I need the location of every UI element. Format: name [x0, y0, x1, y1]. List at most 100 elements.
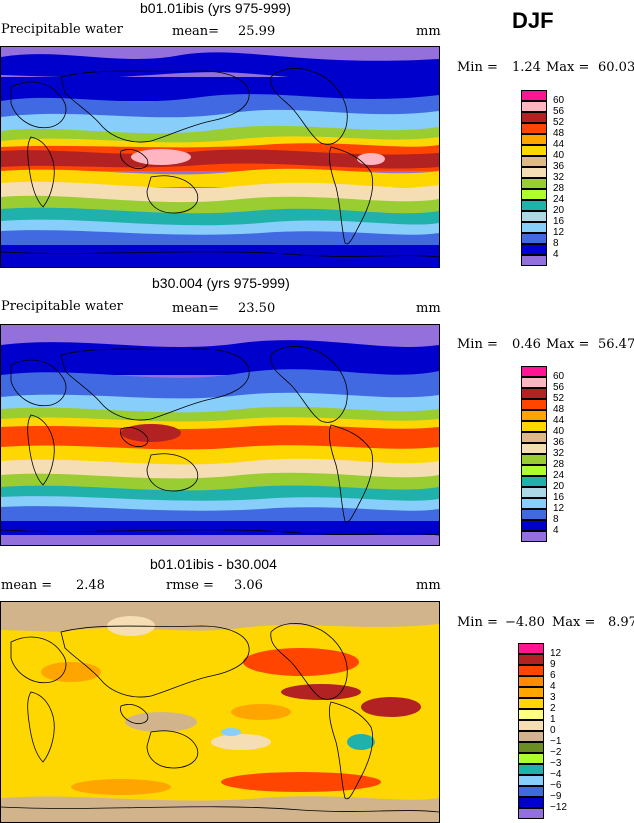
colorbar-swatch [521, 443, 547, 454]
panel-3-mean-label: mean = [1, 578, 53, 593]
colorbar-swatch [518, 764, 544, 775]
colorbar-swatch [518, 709, 544, 720]
colorbar-level-label: 16 [553, 216, 565, 227]
panel-2-variable-label: Precipitable water [1, 299, 123, 314]
colorbar-swatch [518, 698, 544, 709]
colorbar-swatch [521, 255, 547, 266]
colorbar-level-label: 3 [550, 692, 556, 703]
panel-2-mean-value: 23.50 [238, 301, 276, 316]
panel-2-title: b30.004 (yrs 975-999) [152, 275, 290, 291]
colorbar-swatch [521, 487, 547, 498]
panel-1-min-value: 1.24 [512, 60, 541, 75]
colorbar-level-label: 36 [553, 161, 565, 172]
panel-3-map-svg [1, 602, 439, 822]
colorbar-swatch [521, 366, 547, 377]
colorbar-level-label: 44 [553, 139, 565, 150]
colorbar-swatch [521, 421, 547, 432]
colorbar-swatch [521, 145, 547, 156]
colorbar-swatch [518, 665, 544, 676]
panel-3-title: b01.01ibis - b30.004 [150, 556, 277, 572]
panel-1-mean-value: 25.99 [238, 24, 276, 39]
colorbar-level-label: 36 [553, 437, 565, 448]
colorbar-level-label: 20 [553, 481, 565, 492]
panel-2-min-label: Min = [457, 337, 498, 352]
colorbar-swatch [521, 200, 547, 211]
colorbar-level-label: 24 [553, 194, 565, 205]
colorbar-level-label: 2 [550, 703, 556, 714]
colorbar-level-label: 40 [553, 426, 565, 437]
colorbar-level-label: −2 [550, 747, 562, 758]
panel-3-rmse-value: 3.06 [234, 578, 263, 593]
panel-2-max-label: Max = [546, 337, 590, 352]
colorbar-swatch [518, 808, 544, 819]
colorbar-swatch [521, 211, 547, 222]
colorbar-swatch [518, 786, 544, 797]
colorbar-swatch [518, 731, 544, 742]
colorbar-swatch [521, 233, 547, 244]
colorbar-swatch [521, 244, 547, 255]
colorbar-swatch [518, 643, 544, 654]
colorbar-level-label: 12 [550, 648, 562, 659]
colorbar-level-label: 48 [553, 128, 565, 139]
colorbar-level-label: 32 [553, 448, 565, 459]
panel-2-map-svg [1, 325, 439, 545]
colorbar-level-label: 12 [553, 227, 565, 238]
colorbar-level-label: 0 [550, 725, 556, 736]
colorbar-level-label: 4 [550, 681, 556, 692]
colorbar-swatch [518, 720, 544, 731]
colorbar-swatch [518, 797, 544, 808]
colorbar-swatch [521, 112, 547, 123]
colorbar-level-label: 60 [553, 95, 565, 106]
panel-3-mean-value: 2.48 [76, 578, 105, 593]
colorbar-swatch [518, 654, 544, 665]
colorbar-level-label: −9 [550, 791, 562, 802]
colorbar-level-label: 12 [553, 503, 565, 514]
panel-1-mean-label: mean= [172, 24, 220, 39]
colorbar-level-label: 28 [553, 459, 565, 470]
colorbar-level-label: −12 [550, 802, 567, 813]
panel-1-max-value: 60.03 [598, 60, 634, 75]
colorbar-swatch [518, 687, 544, 698]
colorbar-swatch [521, 531, 547, 542]
colorbar-swatch [521, 465, 547, 476]
colorbar-level-label: 20 [553, 205, 565, 216]
colorbar-level-label: 56 [553, 382, 565, 393]
panel-2-mean-label: mean= [172, 301, 220, 316]
panel-3-min-value: −4.80 [505, 615, 545, 630]
colorbar-swatch [521, 134, 547, 145]
colorbar-swatch [521, 498, 547, 509]
panel-1-units: mm [416, 24, 441, 39]
colorbar-swatch [521, 178, 547, 189]
colorbar-level-label: 1 [550, 714, 556, 725]
season-label: DJF [512, 8, 554, 33]
colorbar-swatch [518, 742, 544, 753]
colorbar-swatch [521, 189, 547, 200]
colorbar-level-label: 52 [553, 117, 565, 128]
colorbar-level-label: 44 [553, 415, 565, 426]
colorbar-level-label: 4 [553, 525, 559, 536]
colorbar-swatch [521, 123, 547, 134]
colorbar-level-label: −6 [550, 780, 562, 791]
panel-3-units: mm [416, 578, 441, 593]
panel-2-map [0, 324, 440, 546]
panel-1-title: b01.01ibis (yrs 975-999) [140, 0, 291, 16]
panel-1-map [0, 46, 440, 268]
colorbar-level-label: −4 [550, 769, 562, 780]
colorbar-level-label: 4 [553, 249, 559, 260]
colorbar-level-label: 52 [553, 393, 565, 404]
colorbar-level-label: 28 [553, 183, 565, 194]
panel-2-max-value: 56.47 [598, 337, 634, 352]
colorbar-level-label: 16 [553, 492, 565, 503]
colorbar-swatch [518, 676, 544, 687]
colorbar-swatch [521, 156, 547, 167]
colorbar-swatch [521, 410, 547, 421]
colorbar-level-label: 24 [553, 470, 565, 481]
colorbar-swatch [521, 454, 547, 465]
colorbar-swatch [521, 509, 547, 520]
colorbar-level-label: 8 [553, 514, 559, 525]
colorbar-swatch [521, 377, 547, 388]
colorbar-swatch [521, 388, 547, 399]
colorbar-level-label: 32 [553, 172, 565, 183]
panel-1-max-label: Max = [546, 60, 590, 75]
panel-3-min-label: Min = [457, 615, 498, 630]
